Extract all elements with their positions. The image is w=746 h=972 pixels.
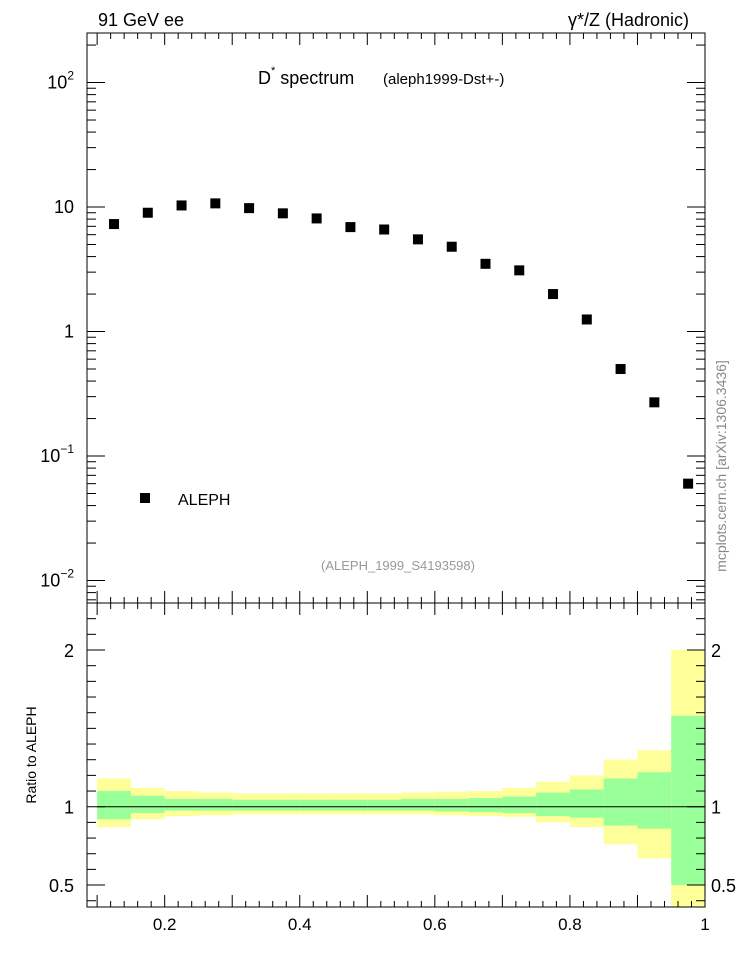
band-inner-bin [198, 798, 233, 811]
band-inner-bin [164, 798, 199, 811]
data-point [548, 289, 559, 300]
data-point [446, 241, 457, 252]
ratio-y-tick-label-right: 2 [711, 641, 721, 661]
data-points [109, 198, 694, 489]
ratio-y-tick-label-right: 0.5 [711, 876, 736, 896]
data-point [109, 219, 120, 230]
ratio-y-tick-label-left: 2 [64, 641, 74, 661]
ratio-plot-frame [86, 602, 706, 908]
x-tick-label: 1 [700, 915, 709, 934]
x-tick-label: 0.8 [558, 915, 582, 934]
band-inner-bin [569, 789, 604, 818]
data-point [244, 203, 255, 214]
band-inner-bin [401, 798, 435, 811]
data-point [142, 207, 153, 218]
legend-label: ALEPH [178, 492, 230, 509]
title-tag: (aleph1999-Dst+-) [383, 71, 504, 88]
side-label: mcplots.cern.ch [arXiv:1306.3436] [713, 360, 729, 572]
x-tick-label: 0.6 [423, 915, 447, 934]
data-point [277, 208, 288, 219]
data-point [311, 213, 322, 224]
ratio-bands [97, 650, 705, 907]
band-inner-bin [502, 796, 537, 813]
ratio-y-tick-label-left: 1 [64, 798, 74, 818]
main-plot-frame [86, 32, 706, 604]
band-inner-bin [232, 799, 266, 811]
band-inner-bin [265, 799, 300, 811]
data-point [480, 258, 491, 269]
title-sup: * [271, 65, 276, 77]
legend-marker [140, 493, 150, 503]
ratio-y-tick-label-left: 0.5 [49, 876, 74, 896]
data-point [683, 478, 694, 489]
data-point [379, 224, 390, 235]
data-point [176, 200, 187, 211]
data-point [514, 265, 525, 276]
main-title: D* spectrum [258, 65, 354, 88]
axes [86, 32, 706, 908]
band-inner-bin [671, 715, 705, 886]
title-rest: spectrum [275, 68, 354, 88]
band-inner-bin [603, 778, 638, 826]
x-tick-label: 0.2 [153, 915, 177, 934]
data-point [412, 234, 423, 245]
data-point [581, 314, 592, 325]
header-right: γ*/Z (Hadronic) [568, 10, 689, 30]
y-tick-label: 10−1 [40, 442, 74, 466]
band-inner-bin [536, 792, 570, 817]
band-inner-bin [130, 795, 165, 813]
band-inner-bin [333, 799, 368, 811]
data-point [615, 364, 626, 375]
band-inner-bin [97, 791, 131, 820]
title-main: D [258, 68, 271, 88]
y-tick-label: 10−2 [40, 567, 74, 591]
watermark: (ALEPH_1999_S4193598) [321, 558, 475, 573]
data-point [210, 198, 221, 209]
band-inner-bin [434, 798, 469, 812]
y-tick-label: 102 [47, 69, 74, 93]
band-inner-bin [637, 772, 672, 829]
ratio-y-tick-label-right: 1 [711, 798, 721, 818]
x-tick-label: 0.4 [288, 915, 312, 934]
band-inner-bin [299, 799, 334, 811]
header-left: 91 GeV ee [98, 10, 184, 30]
band-inner-bin [367, 799, 402, 811]
ratio-ylabel: Ratio to ALEPH [23, 706, 39, 803]
y-tick-label: 1 [64, 322, 74, 342]
data-point [649, 397, 660, 408]
data-point [345, 222, 356, 233]
y-tick-label: 10 [54, 197, 74, 217]
band-inner-bin [468, 798, 503, 813]
